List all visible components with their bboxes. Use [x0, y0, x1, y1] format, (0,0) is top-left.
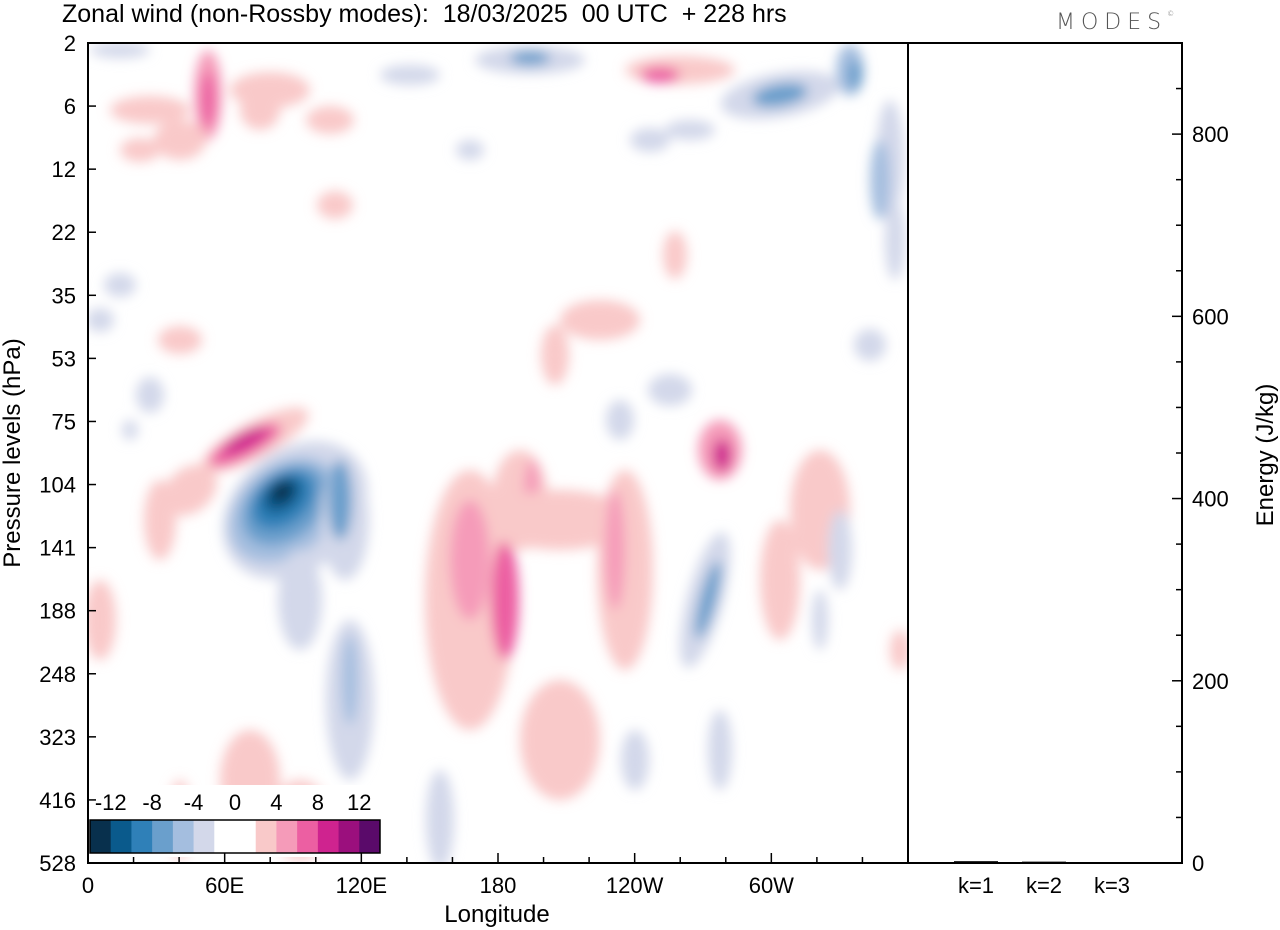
- colorbar-swatch: [235, 820, 257, 853]
- energy-category-label: k=1: [958, 873, 994, 898]
- brand-logo: MODES©: [1056, 10, 1175, 35]
- colorbar-label: 8: [312, 790, 324, 815]
- energy-axis-label: Energy (J/kg): [1252, 384, 1279, 527]
- y-tick-label: 104: [39, 473, 76, 498]
- x-tick-label: 120W: [606, 873, 664, 898]
- colorbar-swatch: [193, 820, 215, 853]
- y-tick-label: 528: [39, 851, 76, 876]
- colorbar-swatch: [172, 820, 195, 853]
- heatmap-field: [88, 43, 908, 863]
- colorbar-label: -8: [142, 790, 162, 815]
- chart-title: Zonal wind (non-Rossby modes): 18/03/202…: [62, 0, 787, 28]
- x-tick-label: 0: [82, 873, 94, 898]
- y-tick-label: 323: [39, 725, 76, 750]
- colorbar-swatch: [276, 820, 298, 853]
- colorbar-label: -12: [95, 790, 127, 815]
- colorbar-swatch: [255, 820, 277, 853]
- y-tick-label: 53: [52, 346, 76, 371]
- longitude-axis: 0 60E 120E 180 120W 60W: [82, 853, 909, 898]
- colorbar-swatch: [359, 820, 381, 853]
- energy-tick-label: 800: [1192, 122, 1229, 147]
- x-tick-label: 120E: [336, 873, 387, 898]
- y-tick-label: 141: [39, 536, 76, 561]
- colorbar: -12 -8 -4 0 4 8 12: [88, 785, 382, 857]
- x-tick-label: 180: [480, 873, 517, 898]
- colorbar-label: 12: [347, 790, 371, 815]
- colorbar-swatch: [338, 820, 360, 853]
- x-tick-label: 60W: [749, 873, 794, 898]
- colorbar-swatch: [297, 820, 319, 853]
- energy-panel: 0 200 400 600 800 k=1 k=2 k=3: [954, 42, 1229, 898]
- energy-tick-label: 200: [1192, 669, 1229, 694]
- y-tick-label: 6: [64, 94, 76, 119]
- y-tick-label: 416: [39, 788, 76, 813]
- colorbar-swatch: [317, 820, 340, 853]
- y-axis-label: Pressure levels (hPa): [0, 338, 26, 567]
- colorbar-swatch: [90, 820, 112, 853]
- y-tick-label: 248: [39, 662, 76, 687]
- y-tick-label: 75: [52, 409, 76, 434]
- x-tick-label: 60E: [205, 873, 244, 898]
- y-tick-label: 12: [52, 157, 76, 182]
- colorbar-swatch: [131, 820, 153, 853]
- colorbar-swatch: [152, 820, 174, 853]
- y-tick-label: 22: [52, 220, 76, 245]
- energy-category-label: k=2: [1026, 873, 1062, 898]
- colorbar-swatch: [110, 820, 132, 853]
- pressure-axis: 2 6 12 22 35 53 75 104 141 188 248 323 416 528: [39, 31, 96, 876]
- x-axis-label: Longitude: [444, 901, 549, 928]
- energy-frame: [907, 42, 1183, 864]
- energy-tick-label: 600: [1192, 304, 1229, 329]
- colorbar-label: 0: [229, 790, 241, 815]
- energy-category-label: k=3: [1094, 873, 1130, 898]
- y-tick-label: 2: [64, 31, 76, 56]
- energy-tick-label: 400: [1192, 487, 1229, 512]
- colorbar-label: 4: [270, 790, 282, 815]
- y-tick-label: 188: [39, 599, 76, 624]
- energy-tick-label: 0: [1192, 851, 1204, 876]
- colorbar-label: -4: [184, 790, 204, 815]
- colorbar-swatch: [214, 820, 236, 853]
- y-tick-label: 35: [52, 283, 76, 308]
